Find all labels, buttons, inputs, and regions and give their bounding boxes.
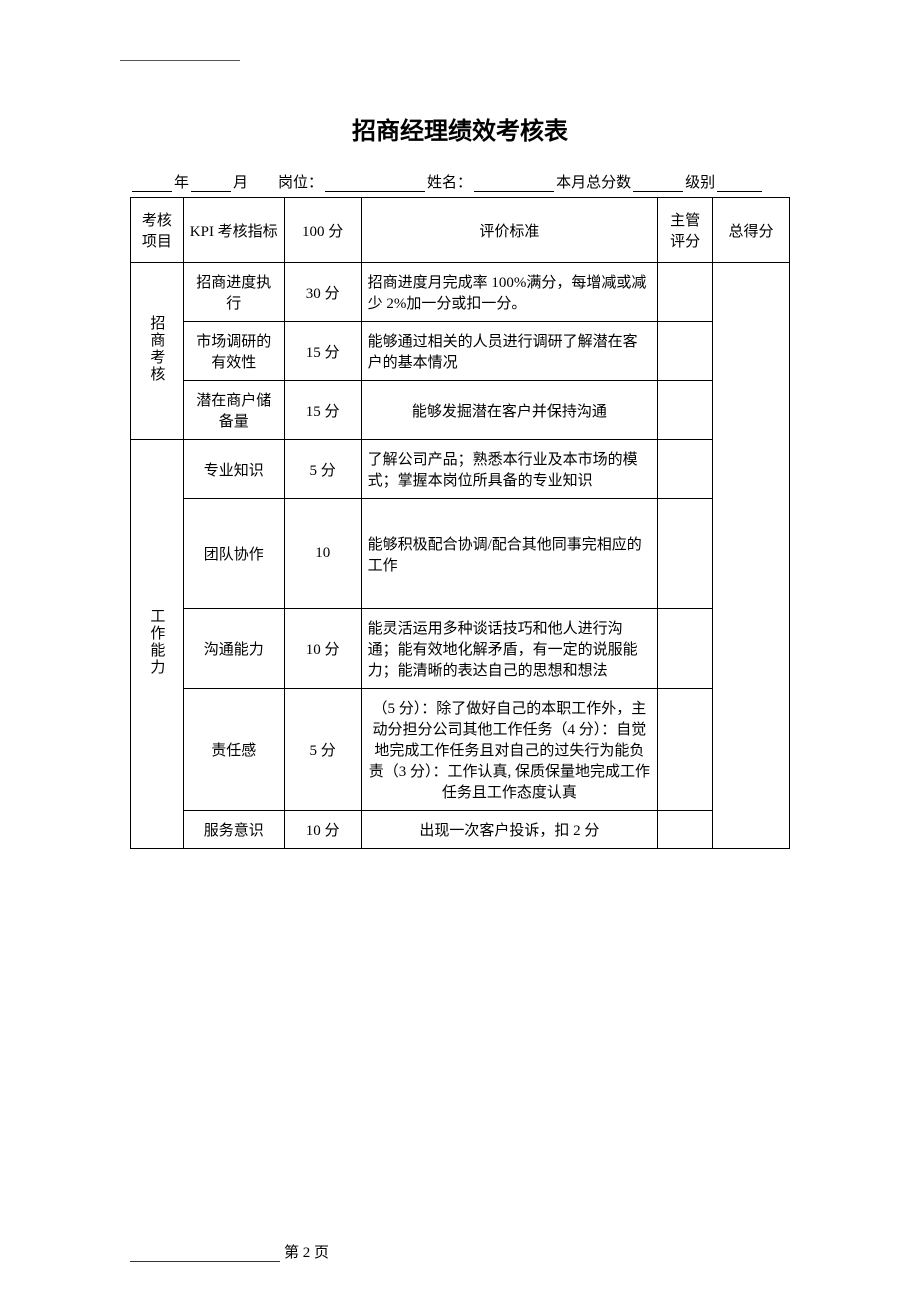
- document-title: 招商经理绩效考核表: [130, 111, 790, 146]
- category-label: 工作能力: [146, 608, 167, 676]
- score-cell: 15 分: [284, 381, 361, 440]
- kpi-cell: 招商进度执行: [183, 263, 284, 322]
- criteria-cell: 招商进度月完成率 100%满分，每增减或减少 2%加一分或扣一分。: [361, 263, 658, 322]
- year-label: 年: [174, 171, 189, 192]
- monthly-score-label: 本月总分数: [556, 171, 631, 192]
- eval-cell[interactable]: [658, 440, 713, 499]
- header-category: 考核项目: [131, 198, 184, 263]
- eval-cell[interactable]: [658, 811, 713, 849]
- category-cell: 工作能力: [131, 440, 184, 849]
- kpi-cell: 团队协作: [183, 499, 284, 609]
- eval-cell[interactable]: [658, 263, 713, 322]
- name-label: 姓名：: [427, 171, 472, 192]
- kpi-cell: 专业知识: [183, 440, 284, 499]
- table-row: 沟通能力 10 分 能灵活运用多种谈话技巧和他人进行沟通；能有效地化解矛盾，有一…: [131, 609, 790, 689]
- criteria-cell: 出现一次客户投诉，扣 2 分: [361, 811, 658, 849]
- score-cell: 30 分: [284, 263, 361, 322]
- form-header-line: 年 月 岗位： 姓名： 本月总分数 级别: [130, 171, 790, 192]
- table-row: 市场调研的有效性 15 分 能够通过相关的人员进行调研了解潜在客户的基本情况: [131, 322, 790, 381]
- table-row: 招商考核 招商进度执行 30 分 招商进度月完成率 100%满分，每增减或减少 …: [131, 263, 790, 322]
- criteria-cell: 了解公司产品；熟悉本行业及本市场的模式；掌握本岗位所具备的专业知识: [361, 440, 658, 499]
- criteria-cell: 能够积极配合协调/配合其他同事完相应的工作: [361, 499, 658, 609]
- document-page: 招商经理绩效考核表 年 月 岗位： 姓名： 本月总分数 级别 考核项目 KPI …: [0, 0, 920, 849]
- monthly-score-blank[interactable]: [633, 174, 683, 192]
- category-label: 招商考核: [146, 315, 167, 383]
- table-row: 工作能力 专业知识 5 分 了解公司产品；熟悉本行业及本市场的模式；掌握本岗位所…: [131, 440, 790, 499]
- criteria-cell: 能够通过相关的人员进行调研了解潜在客户的基本情况: [361, 322, 658, 381]
- eval-cell[interactable]: [658, 609, 713, 689]
- header-total: 总得分: [713, 198, 790, 263]
- header-supervisor: 主管评分: [658, 198, 713, 263]
- footer-line: [130, 1261, 280, 1262]
- total-cell[interactable]: [713, 263, 790, 849]
- evaluation-table: 考核项目 KPI 考核指标 100 分 评价标准 主管评分 总得分 招商考核 招…: [130, 197, 790, 849]
- top-decoration-line: [120, 60, 240, 61]
- kpi-cell: 潜在商户储备量: [183, 381, 284, 440]
- kpi-cell: 市场调研的有效性: [183, 322, 284, 381]
- header-max-score: 100 分: [284, 198, 361, 263]
- eval-cell[interactable]: [658, 499, 713, 609]
- name-blank[interactable]: [474, 174, 554, 192]
- score-cell: 5 分: [284, 689, 361, 811]
- criteria-cell: （5 分）：除了做好自己的本职工作外，主动分担分公司其他工作任务（4 分）：自觉…: [361, 689, 658, 811]
- year-blank[interactable]: [132, 174, 172, 192]
- header-kpi: KPI 考核指标: [183, 198, 284, 263]
- month-blank[interactable]: [191, 174, 231, 192]
- score-cell: 15 分: [284, 322, 361, 381]
- score-cell: 10: [284, 499, 361, 609]
- eval-cell[interactable]: [658, 381, 713, 440]
- score-cell: 5 分: [284, 440, 361, 499]
- score-cell: 10 分: [284, 811, 361, 849]
- page-number: 第 2 页: [284, 1241, 329, 1262]
- grade-blank[interactable]: [717, 174, 762, 192]
- category-cell: 招商考核: [131, 263, 184, 440]
- criteria-cell: 能够发掘潜在客户并保持沟通: [361, 381, 658, 440]
- header-criteria: 评价标准: [361, 198, 658, 263]
- month-label: 月: [233, 171, 248, 192]
- score-cell: 10 分: [284, 609, 361, 689]
- table-row: 团队协作 10 能够积极配合协调/配合其他同事完相应的工作: [131, 499, 790, 609]
- position-label: 岗位：: [278, 171, 323, 192]
- criteria-cell: 能灵活运用多种谈话技巧和他人进行沟通；能有效地化解矛盾，有一定的说服能力；能清晰…: [361, 609, 658, 689]
- eval-cell[interactable]: [658, 322, 713, 381]
- position-blank[interactable]: [325, 174, 425, 192]
- table-row: 责任感 5 分 （5 分）：除了做好自己的本职工作外，主动分担分公司其他工作任务…: [131, 689, 790, 811]
- page-footer: 第 2 页: [130, 1241, 329, 1262]
- eval-cell[interactable]: [658, 689, 713, 811]
- table-row: 服务意识 10 分 出现一次客户投诉，扣 2 分: [131, 811, 790, 849]
- table-header-row: 考核项目 KPI 考核指标 100 分 评价标准 主管评分 总得分: [131, 198, 790, 263]
- kpi-cell: 服务意识: [183, 811, 284, 849]
- table-row: 潜在商户储备量 15 分 能够发掘潜在客户并保持沟通: [131, 381, 790, 440]
- grade-label: 级别: [685, 171, 715, 192]
- kpi-cell: 沟通能力: [183, 609, 284, 689]
- kpi-cell: 责任感: [183, 689, 284, 811]
